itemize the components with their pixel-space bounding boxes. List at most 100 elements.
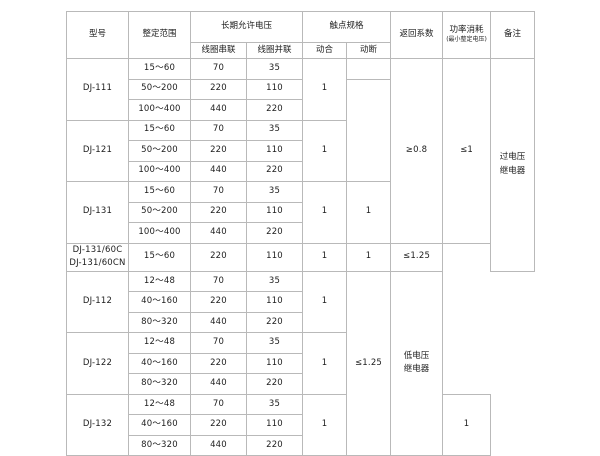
cell-contact-make: 1	[302, 270, 348, 334]
header-contact-group: 触点规格	[302, 11, 392, 43]
cell-range: 50～200	[128, 140, 191, 162]
cell-range: 50～200	[128, 201, 191, 223]
cell-contact-break: 1	[346, 181, 392, 244]
header-power-label: 功率消耗	[449, 25, 484, 36]
table-row: DJ-112 12～48 70 35 1 ≤1.25 低电压 继电器	[66, 270, 535, 456]
cell-voltage-series: 70	[190, 58, 247, 80]
header-row-1: 型号 整定范围 长期允许电压 触点规格 返回系数 功率消耗 (最小整定电压) 备…	[66, 11, 536, 59]
cell-range: 15～60	[128, 181, 191, 203]
cell-contact-make: 1	[302, 242, 348, 272]
cell-range: 80～320	[128, 434, 191, 456]
cell-voltage-parallel: 110	[245, 291, 304, 313]
cell-range: 80～320	[128, 311, 191, 334]
header-return-ratio: 返回系数	[390, 11, 444, 59]
cell-voltage-series: 440	[190, 373, 247, 395]
cell-range: 12～48	[128, 270, 191, 293]
header-voltage-series: 线圈串联	[190, 42, 247, 59]
table-row: 50～200 220 110	[67, 201, 535, 223]
cell-model: DJ-111	[66, 58, 129, 121]
cell-voltage-parallel: 35	[245, 119, 304, 141]
table-row: DJ-122 12～48 70 35 1	[66, 332, 535, 395]
cell-model: DJ-131	[66, 181, 129, 244]
cell-range: 12～48	[128, 332, 191, 354]
table-row: 100～400 440 220	[67, 160, 535, 182]
header-voltage-parallel: 线圈并联	[245, 42, 304, 59]
cell-model: DJ-131/60C DJ-131/60CN	[66, 242, 129, 272]
cell-voltage-series: 220	[190, 414, 247, 436]
cell-range: 100～400	[128, 99, 191, 121]
header-contact-make: 动合	[302, 42, 348, 59]
cell-range: 80～320	[128, 373, 191, 395]
cell-voltage-series: 220	[190, 78, 247, 100]
cell-model: DJ-112	[66, 270, 129, 334]
cell-contact-break: 1	[302, 332, 348, 395]
cell-power: ≤1.25	[390, 242, 444, 272]
cell-voltage-parallel: 220	[245, 434, 304, 456]
header-voltage-group: 长期允许电压	[189, 11, 304, 43]
cell-return-ratio: ≥0.8	[390, 58, 444, 244]
table-row: 40～160 220 110	[67, 291, 535, 313]
cell-range: 40～160	[128, 352, 191, 375]
cell-voltage-parallel: 110	[245, 78, 304, 100]
cell-power: ≤1	[442, 58, 492, 244]
relay-spec-table: 型号 整定范围 长期允许电压 触点规格 返回系数 功率消耗 (最小整定电压) 备…	[66, 11, 536, 456]
cell-voltage-series: 70	[190, 181, 247, 203]
cell-contact-break	[346, 58, 392, 80]
cell-voltage-parallel: 35	[245, 332, 304, 354]
cell-model: DJ-132	[66, 393, 129, 456]
cell-voltage-series: 220	[190, 291, 247, 313]
table-head: 型号 整定范围 长期允许电压 触点规格 返回系数 功率消耗 (最小整定电压) 备…	[66, 11, 536, 59]
cell-contact-make: 1	[302, 58, 348, 121]
cell-range: 40～160	[128, 291, 191, 313]
cell-voltage-parallel: 220	[245, 99, 304, 121]
cell-model: DJ-121	[66, 119, 129, 182]
cell-contact-break: 1	[442, 393, 492, 456]
cell-voltage-parallel: 110	[245, 140, 304, 162]
cell-voltage-parallel: 110	[245, 201, 304, 223]
cell-voltage-series: 220	[190, 242, 247, 272]
cell-contact-break: 1	[302, 119, 348, 182]
header-range: 整定范围	[128, 11, 191, 59]
cell-range: 40～160	[128, 414, 191, 436]
cell-range: 100～400	[128, 222, 191, 244]
table-row: 50～200 220 110	[67, 78, 535, 100]
cell-voltage-parallel: 35	[245, 181, 304, 203]
cell-voltage-parallel: 220	[245, 160, 304, 182]
cell-contact-break: 1	[346, 242, 392, 272]
cell-voltage-series: 70	[190, 332, 247, 354]
header-remark: 备注	[490, 11, 536, 59]
table-row: 80～320 440 220	[67, 311, 535, 334]
cell-voltage-parallel: 35	[245, 58, 304, 80]
cell-range: 100～400	[128, 160, 191, 182]
table-row: DJ-131 15～60 70 35 1 1	[66, 181, 535, 244]
cell-voltage-series: 440	[190, 222, 247, 244]
table-row: 80～320 440 220	[67, 373, 535, 395]
cell-voltage-parallel: 35	[245, 393, 304, 416]
cell-voltage-series: 70	[190, 270, 247, 293]
cell-voltage-series: 440	[190, 99, 247, 121]
header-power-unit: (最小整定电压)	[446, 35, 487, 43]
cell-range: 12～48	[128, 393, 191, 416]
cell-voltage-series: 220	[190, 140, 247, 162]
header-power-group: 功率消耗 (最小整定电压)	[442, 11, 492, 59]
header-row-2: 线圈串联 线圈并联 动合 动断	[67, 42, 535, 59]
cell-voltage-parallel: 110	[245, 242, 304, 272]
cell-remark: 低电压 继电器	[390, 270, 444, 456]
cell-contact-make: 1	[302, 393, 348, 456]
table-row: DJ-131/60C DJ-131/60CN 15～60 220 110 1 1 ≤1.25	[66, 242, 535, 272]
cell-voltage-series: 70	[190, 393, 247, 416]
cell-voltage-parallel: 220	[245, 222, 304, 244]
cell-voltage-series: 220	[190, 352, 247, 375]
cell-model: DJ-122	[66, 332, 129, 395]
cell-return-ratio: ≤1.25	[346, 270, 392, 456]
cell-voltage-series: 440	[190, 311, 247, 334]
cell-voltage-series: 70	[190, 119, 247, 141]
table-body: DJ-111 15～60 70 35 1 ≥0.8 ≤1 过电压 继电器 50～200 220 110…	[66, 58, 536, 456]
cell-voltage-series: 220	[190, 201, 247, 223]
cell-voltage-parallel: 35	[245, 270, 304, 293]
table-row: 40～160 220 110	[67, 352, 535, 375]
cell-range: 50～200	[128, 78, 191, 100]
cell-voltage-parallel: 110	[245, 414, 304, 436]
header-model: 型号	[66, 11, 129, 59]
spec-sheet: 型号 整定范围 长期允许电压 触点规格 返回系数 功率消耗 (最小整定电压) 备…	[66, 11, 536, 456]
